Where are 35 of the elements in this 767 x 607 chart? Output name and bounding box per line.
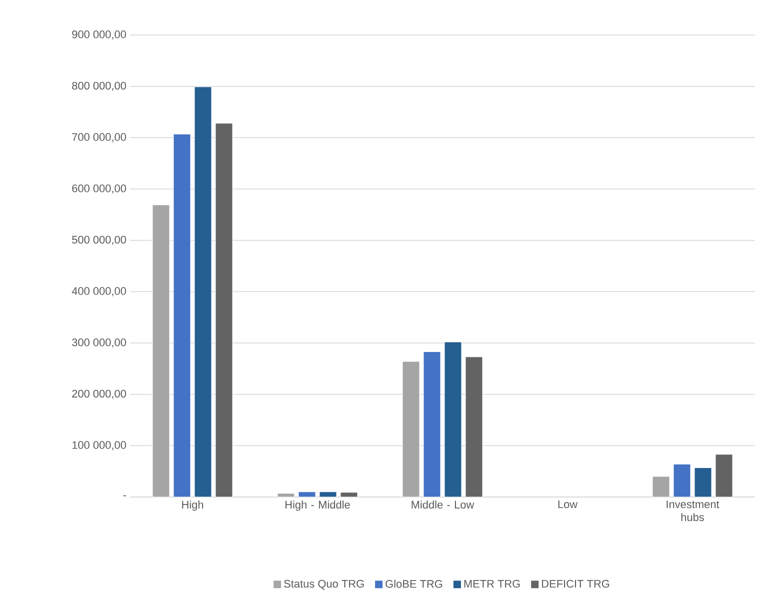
bar bbox=[298, 492, 316, 498]
legend-label: GloBE TRG bbox=[386, 580, 442, 588]
bar bbox=[215, 123, 233, 498]
y-tick-label: 900 000,00 bbox=[72, 30, 126, 40]
bar bbox=[652, 476, 670, 498]
y-tick-label: 800 000,00 bbox=[72, 82, 126, 91]
legend-label: DEFICIT TRG bbox=[542, 580, 610, 588]
bar bbox=[423, 351, 441, 498]
bar bbox=[194, 86, 212, 498]
y-tick-label: 300 000,00 bbox=[72, 338, 126, 348]
bar bbox=[402, 361, 420, 498]
y-tick-label: 400 000,00 bbox=[72, 287, 126, 296]
x-tick-label: Low bbox=[558, 500, 578, 508]
bar bbox=[694, 467, 712, 498]
x-tick-label: High - Middle bbox=[286, 500, 350, 511]
x-tick-label: Investment hubs bbox=[666, 500, 720, 522]
y-tick-label: 700 000,00 bbox=[72, 133, 126, 142]
bar bbox=[444, 342, 462, 498]
bar bbox=[319, 492, 337, 498]
bar bbox=[173, 134, 191, 498]
y-tick-label: 600 000,00 bbox=[72, 184, 126, 194]
bar bbox=[465, 356, 483, 498]
bar bbox=[277, 493, 295, 498]
bar bbox=[152, 204, 170, 498]
y-tick-label: 500 000,00 bbox=[72, 236, 126, 245]
legend-label: METR TRG bbox=[464, 580, 520, 588]
bar bbox=[340, 492, 358, 498]
legend-label: Status Quo TRG bbox=[284, 580, 364, 590]
x-tick-label: Middle - Low bbox=[412, 500, 474, 509]
bar bbox=[673, 464, 691, 498]
y-tick-label: - bbox=[123, 495, 126, 496]
y-tick-label: 100 000,00 bbox=[72, 441, 126, 450]
bar bbox=[715, 454, 733, 498]
x-tick-label: High bbox=[182, 500, 204, 511]
y-tick-label: 200 000,00 bbox=[72, 390, 126, 399]
